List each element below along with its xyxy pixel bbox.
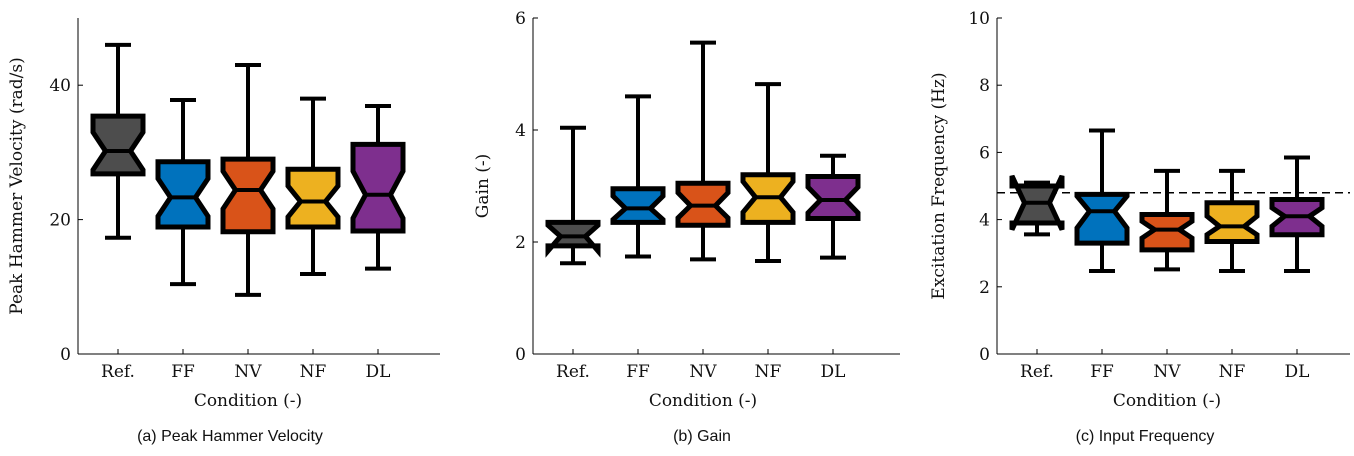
y-tick-label: 10 [968,9,990,29]
box-body [1204,200,1260,244]
chart-input-frequency: 0 2 4 6 8 10 Excitation Frequency (Hz) Ref. FF NV… [929,9,1350,411]
x-axis-label: Condition (-) [649,391,757,411]
caption-a: (a) Peak Hammer Velocity [137,428,323,445]
box-dl [1269,155,1325,274]
box-dl [350,104,406,271]
y-axis-label: Gain (-) [473,154,493,219]
box-body [155,159,211,230]
y-tick-label: 2 [979,278,990,298]
y-tick-label: 4 [515,121,526,141]
y-tick-label: 0 [979,345,990,365]
chart-peak-hammer-velocity: 0 20 40 Peak Hammer Velocity (rad/s) Ref. FF N… [7,18,440,411]
y-tick-label: 4 [979,211,990,231]
box-body [610,186,666,225]
box-body [1139,212,1195,253]
x-tick-label: Ref. [101,362,135,382]
y-tick-label: 0 [515,345,526,365]
x-tick-label: FF [171,362,195,382]
x-tick-label: NV [689,362,717,382]
caption-c: (c) Input Frequency [1075,428,1215,445]
box-body [285,166,341,230]
y-axis-label: Excitation Frequency (Hz) [929,72,949,299]
x-axis-label: Condition (-) [194,391,302,411]
x-tick-label: DL [1285,362,1310,382]
x-tick-label: NF [300,362,327,382]
y-axis-label: Peak Hammer Velocity (rad/s) [7,57,27,314]
y-tick-label: 20 [49,211,71,231]
box-ff [610,94,666,259]
box-body [90,113,146,177]
box-ref [545,125,601,266]
box-ref [90,42,146,240]
y-tick-label: 6 [515,9,526,29]
chart-gain: 0 2 4 6 Gain (-) Ref. FF NV NF DL Condition (-) [473,9,900,411]
x-tick-label: DL [821,362,846,382]
x-tick-label: NV [234,362,262,382]
box-body [805,173,861,221]
box-body [1074,191,1130,246]
box-ff [1074,128,1130,274]
box-ref [1009,174,1065,237]
box-nv [675,40,731,262]
x-tick-label: FF [626,362,650,382]
box-nf [740,82,796,264]
y-tick-label: 6 [979,143,990,163]
x-axis-label: Condition (-) [1113,391,1221,411]
box-body [220,156,276,235]
box-nf [285,96,341,277]
box-ff [155,97,211,287]
x-tick-label: NF [755,362,782,382]
x-tick-label: DL [366,362,391,382]
y-tick-label: 8 [979,76,990,96]
x-tick-label: FF [1090,362,1114,382]
box-nv [220,63,276,297]
x-tick-label: Ref. [1020,362,1054,382]
x-tick-label: NV [1153,362,1181,382]
box-nf [1204,168,1260,274]
caption-b: (b) Gain [673,428,731,445]
box-nv [1139,168,1195,272]
y-tick-label: 2 [515,233,526,253]
box-body [350,141,406,234]
y-tick-label: 40 [49,76,71,96]
y-tick-label: 0 [60,345,71,365]
box-dl [805,153,861,260]
x-tick-label: NF [1219,362,1246,382]
x-tick-label: Ref. [556,362,590,382]
